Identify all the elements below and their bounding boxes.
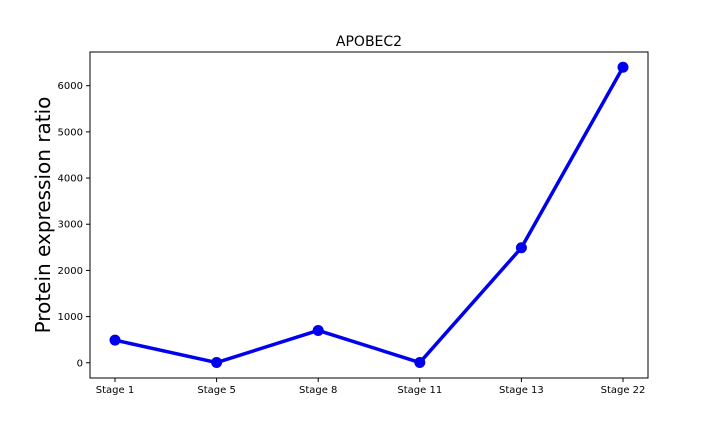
- x-axis: Stage 1 Stage 5 Stage 8 Stage 11 Stage 13 Sta…: [96, 378, 646, 396]
- x-tick-label: Stage 13: [499, 385, 544, 396]
- y-tick-label: 1000: [58, 312, 83, 323]
- x-tick-label: Stage 8: [299, 385, 337, 396]
- data-point: [414, 357, 426, 369]
- y-tick-label: 0: [77, 358, 83, 369]
- plot-frame: [89, 51, 649, 379]
- y-tick-label: 4000: [58, 174, 83, 185]
- x-tick-label: Stage 11: [397, 385, 442, 396]
- x-tick-label: Stage 1: [96, 385, 134, 396]
- data-point: [515, 242, 527, 254]
- y-tick-label: 6000: [58, 81, 83, 92]
- y-tick-label: 2000: [58, 266, 83, 277]
- x-tick-label: Stage 5: [197, 385, 235, 396]
- chart-title: APOBEC2: [336, 34, 402, 50]
- data-point: [617, 61, 629, 73]
- y-tick-label: 3000: [58, 220, 83, 231]
- data-point: [312, 324, 324, 336]
- series-group: [109, 61, 629, 369]
- y-axis-label: Protein expression ratio: [31, 97, 55, 334]
- y-tick-label: 5000: [58, 127, 83, 138]
- data-point: [211, 357, 223, 369]
- x-tick-label: Stage 22: [601, 385, 646, 396]
- y-axis: 0 1000 2000 3000 4000 5000 6000: [58, 81, 90, 369]
- data-point: [109, 334, 121, 346]
- series-line: [114, 66, 625, 365]
